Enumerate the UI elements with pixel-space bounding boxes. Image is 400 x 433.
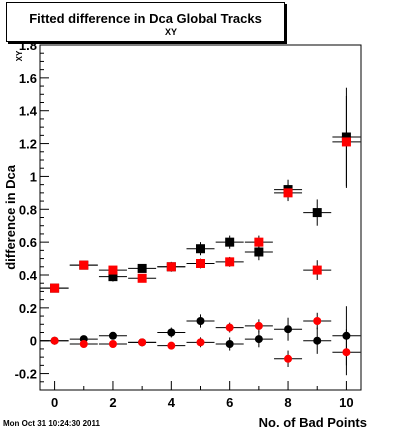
x-axis-label: No. of Bad Points <box>259 415 367 430</box>
x-tick-label: 6 <box>226 395 233 410</box>
y-tick-label: 0.8 <box>19 202 37 217</box>
y-tick-label: 0.6 <box>19 235 37 250</box>
chart-title-box: Fitted difference in Dca Global Tracks X… <box>6 2 285 42</box>
y-tick-label: -0.2 <box>15 367 37 382</box>
y-tick-label: 1.6 <box>19 71 37 86</box>
x-tick-label: 4 <box>168 395 176 410</box>
data-point-square <box>79 260 89 270</box>
data-point-circle <box>284 354 293 363</box>
y-tick-label: 0.4 <box>19 268 38 283</box>
data-point-square <box>137 263 147 273</box>
data-point-square <box>166 262 176 272</box>
y-tick-label: 0.2 <box>19 301 37 316</box>
timestamp: Mon Oct 31 10:24:30 2011 <box>3 419 100 428</box>
series-3 <box>40 312 361 376</box>
data-point-circle <box>254 321 263 330</box>
data-point-circle <box>342 348 351 357</box>
series-2 <box>40 306 361 366</box>
y-tick-label: 1.2 <box>19 137 37 152</box>
y-tick-label: 0 <box>30 334 37 349</box>
data-point-circle <box>167 341 176 350</box>
data-point-circle <box>225 323 234 332</box>
data-point-circle <box>284 325 293 334</box>
data-point-square <box>196 259 205 268</box>
data-point-circle <box>313 317 322 325</box>
data-point-circle <box>108 340 117 348</box>
data-point-square <box>341 137 351 147</box>
y-axis-label: difference in Dca <box>3 164 18 270</box>
axes: -0.200.20.40.60.811.21.41.61.80 2 4 6 8 10 <box>15 38 354 410</box>
data-point-circle <box>225 340 234 348</box>
data-point-square <box>254 237 264 247</box>
data-point-circle <box>108 331 117 340</box>
data-point-square <box>312 265 322 275</box>
data-point-circle <box>167 328 176 337</box>
x-tick-label: 10 <box>339 395 353 410</box>
data-point-square <box>283 188 293 198</box>
data-point-square <box>108 265 118 275</box>
data-point-circle <box>196 338 205 347</box>
data-point-square <box>225 237 235 247</box>
data-point-square <box>312 208 322 218</box>
y-tick-label: 1.4 <box>19 104 38 119</box>
series-1 <box>40 95 361 293</box>
data-point-square <box>254 247 264 257</box>
data-point-circle <box>196 317 205 325</box>
y-tick-label: 1 <box>30 169 37 184</box>
data-point-square <box>137 273 147 283</box>
data-point-square <box>108 272 118 282</box>
chart-title: Fitted difference in Dca Global Tracks <box>29 11 262 26</box>
data-point-circle <box>138 338 147 347</box>
data-marks <box>40 87 361 376</box>
data-point-square <box>50 283 60 293</box>
data-point-square <box>196 244 205 254</box>
data-point-circle <box>254 335 263 344</box>
data-point-square <box>225 257 235 267</box>
x-tick-label: 0 <box>51 395 58 410</box>
y-axis-label-subscript: XY <box>15 50 24 61</box>
data-point-circle <box>79 340 88 348</box>
chart-title-subscript: XY <box>165 27 178 37</box>
x-tick-label: 8 <box>284 395 291 410</box>
data-point-circle <box>313 336 322 345</box>
data-point-circle <box>50 336 59 345</box>
x-tick-label: 2 <box>109 395 116 410</box>
